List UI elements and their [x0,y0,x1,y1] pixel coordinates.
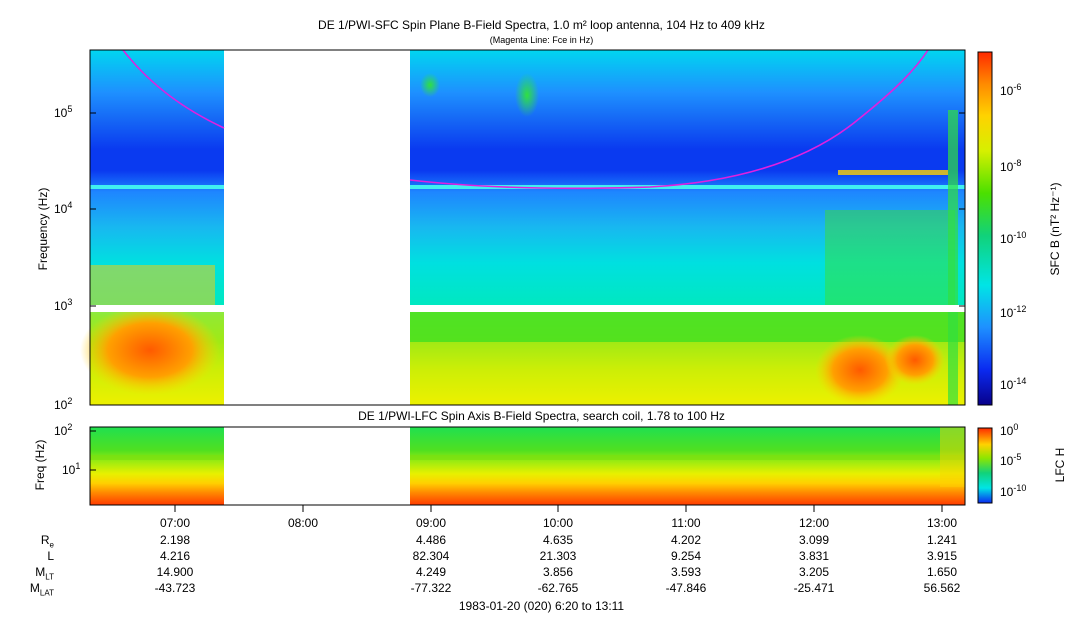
right-low-emission-1 [815,335,905,405]
low-band-top [410,312,965,342]
eph-value: 21.303 [539,549,577,563]
lfc-data-gap [224,427,410,505]
bursty-emission [515,73,539,117]
left-low-emission [80,305,220,395]
lfc-frame [89,426,966,506]
lfc-right-activity [940,427,965,487]
fce-line [122,49,929,190]
right-emission [825,210,955,305]
eph-value: -43.723 [154,581,196,595]
sfc-band-gap [90,305,965,312]
eph-value: 14.900 [156,565,194,579]
narrowband-emission [838,170,948,175]
eph-value: 4.635 [542,533,574,547]
lfc-colorbar [977,427,993,504]
sfc-cbar-tick-3: 10-10 [1000,230,1027,246]
lfc-ytick-1e2: 102 [54,422,73,438]
sfc-ytick-1e4: 104 [54,200,73,216]
eph-value: 1.241 [926,533,958,547]
xtick-label: 09:00 [415,516,447,530]
eph-value: 9.254 [670,549,702,563]
eph-value: 4.486 [415,533,447,547]
eph-value: 1.650 [926,565,958,579]
xtick-label: 07:00 [159,516,191,530]
eph-label-mlt: MLT [35,565,54,582]
lfc-title: DE 1/PWI-LFC Spin Axis B-Field Spectra, … [358,409,725,423]
xtick-label: 11:00 [671,516,701,530]
sfc-ytick-1e3: 103 [54,297,73,313]
sfc-ytick-1e2: 102 [54,396,73,412]
sfc-ytick-1e5: 105 [54,104,73,120]
xtick-label: 13:00 [926,516,958,530]
xtick-label: 10:00 [542,516,574,530]
sfc-title: DE 1/PWI-SFC Spin Plane B-Field Spectra,… [318,18,765,32]
lfc-colorbar-label: LFC H [1053,447,1067,483]
eph-value: -62.765 [537,581,579,595]
lfc-ytick-1e1: 101 [62,461,81,477]
sfc-cbar-tick-2: 10-8 [1000,158,1022,174]
eph-value: 3.831 [798,549,830,563]
xtick-label: 12:00 [798,516,830,530]
lfc-cbar-tick-1: 100 [1000,422,1019,438]
lfc-cbar-tick-3: 10-10 [1000,483,1027,499]
sfc-colorbar-label: SFC B (nT² Hz⁻¹) [1048,182,1062,276]
eph-value: 3.205 [798,565,830,579]
x-ticks [174,505,943,512]
eph-value: -47.846 [665,581,707,595]
sfc-cbar-tick-4: 10-12 [1000,304,1027,320]
sfc-cbar-tick-1: 10-6 [1000,82,1022,98]
eph-value: 3.099 [798,533,830,547]
bursty-emission-2 [420,73,440,97]
sfc-subtitle: (Magenta Line: Fce in Hz) [489,35,594,45]
right-edge-emission [948,110,958,405]
lfc-ylabel: Freq (Hz) [33,439,47,491]
lfc-spectrogram [90,427,965,505]
sfc-ylabel: Frequency (Hz) [36,187,50,271]
eph-label-mlat: MLAT [29,581,54,598]
eph-value: 4.216 [159,549,191,563]
right-low-emission-2 [885,335,945,385]
eph-value: 2.198 [159,533,191,547]
sfc-yticks [90,112,965,307]
eph-value: 56.562 [923,581,961,595]
lfc-band [90,455,965,460]
eph-label-re: Re [40,533,54,550]
eph-value: -77.322 [410,581,452,595]
eph-value: -25.471 [793,581,835,595]
left-emission [90,265,215,305]
eph-value: 82.304 [412,549,450,563]
sfc-colorbar [977,51,993,406]
eph-value: 4.202 [670,533,702,547]
sfc-cbar-tick-5: 10-14 [1000,376,1027,392]
xtick-label: 08:00 [287,516,319,530]
lfc-yticks [90,430,96,471]
eph-value: 3.915 [926,549,958,563]
eph-value: 3.593 [670,565,702,579]
eph-label-l: L [47,549,54,563]
sfc-data-gap [224,50,410,405]
eph-value: 3.856 [542,565,574,579]
eph-value: 4.249 [415,565,447,579]
lfc-cbar-tick-2: 10-5 [1000,452,1022,468]
sfc-frame [89,49,966,406]
time-range-caption: 1983-01-20 (020) 6:20 to 13:11 [458,599,625,613]
